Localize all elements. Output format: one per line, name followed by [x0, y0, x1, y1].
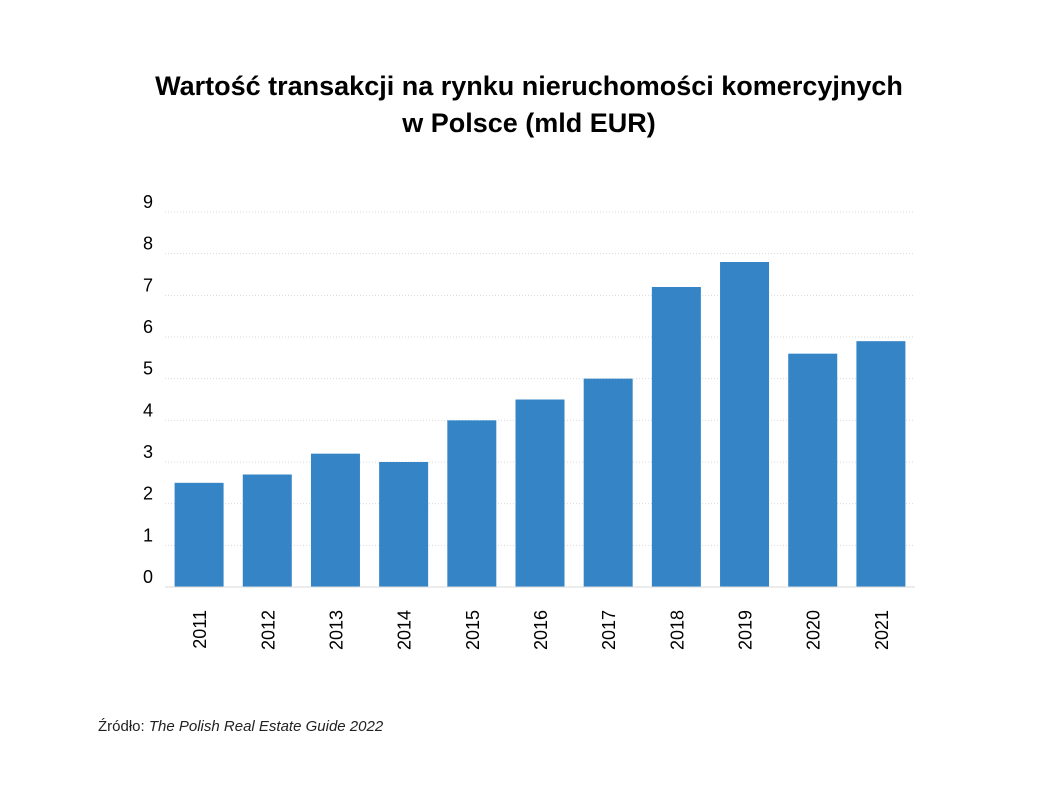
source-note: Źródło: The Polish Real Estate Guide 202… — [98, 718, 383, 735]
x-tick-label: 2011 — [190, 610, 210, 649]
bar-2012 — [242, 474, 292, 587]
bar-2017 — [583, 378, 633, 587]
y-tick-label: 7 — [143, 275, 153, 295]
bar-2018 — [651, 287, 701, 587]
x-tick-label: 2020 — [804, 610, 824, 650]
y-tick-label: 0 — [143, 567, 153, 587]
bars — [174, 262, 906, 587]
x-tick-label: 2019 — [736, 610, 756, 650]
x-tick-label: 2017 — [599, 610, 619, 650]
chart-title-line-1: Wartość transakcji na rynku nieruchomośc… — [155, 71, 903, 101]
bar-2020 — [788, 353, 838, 587]
chart-title: Wartość transakcji na rynku nieruchomośc… — [0, 68, 1058, 142]
y-tick-label: 8 — [143, 234, 153, 254]
x-tick-label: 2013 — [326, 610, 346, 650]
bar-2015 — [447, 420, 497, 587]
bar-2019 — [720, 262, 770, 587]
chart-title-line-2: w Polsce (mld EUR) — [402, 108, 656, 138]
x-tick-label: 2015 — [463, 610, 483, 650]
x-tick-label: 2018 — [667, 610, 687, 650]
x-tick-label: 2021 — [872, 610, 892, 650]
y-tick-label: 9 — [143, 192, 153, 212]
bar-2021 — [856, 341, 906, 587]
y-tick-label: 6 — [143, 317, 153, 337]
y-tick-label: 3 — [143, 442, 153, 462]
bar-2013 — [310, 453, 360, 587]
x-tick-label: 2012 — [258, 610, 278, 650]
x-axis-tick-labels: 2011 2012 2013 2014 2015 2016 2017 2018 2019 2020… — [190, 610, 892, 650]
y-tick-label: 2 — [143, 484, 153, 504]
x-tick-label: 2016 — [531, 610, 551, 650]
bar-2016 — [515, 399, 565, 587]
y-tick-label: 1 — [143, 525, 153, 545]
y-tick-label: 4 — [143, 400, 153, 420]
bar-2011 — [174, 482, 224, 587]
source-name: The Polish Real Estate Guide 2022 — [148, 718, 384, 735]
x-tick-label: 2014 — [395, 610, 415, 650]
source-label: Źródło: — [98, 718, 145, 735]
y-tick-label: 5 — [143, 359, 153, 379]
bar-2014 — [379, 462, 429, 587]
y-axis-tick-labels: 0 1 2 3 4 5 6 7 8 9 — [143, 192, 153, 587]
